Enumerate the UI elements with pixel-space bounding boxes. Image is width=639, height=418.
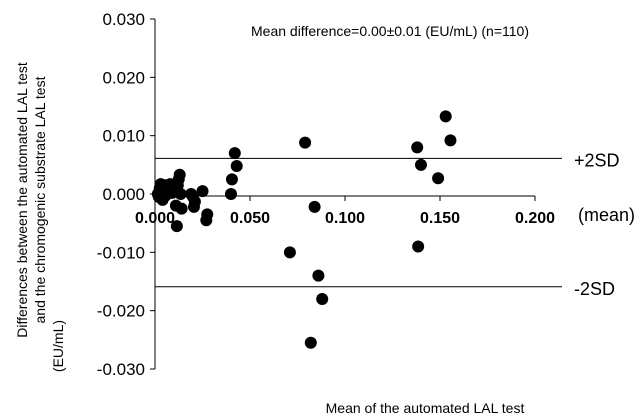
- x-tick-label: 0.050: [230, 210, 270, 227]
- reference-line-label: +2SD: [574, 150, 620, 170]
- data-point: [170, 220, 183, 233]
- data-point: [173, 168, 186, 181]
- y-axis-title: Differences between the automated LAL te…: [14, 62, 66, 372]
- data-points: [151, 110, 457, 349]
- data-point: [411, 141, 424, 154]
- data-point: [316, 293, 329, 305]
- data-point: [412, 240, 425, 253]
- y-tick-label: 0.030: [102, 10, 145, 29]
- data-point: [299, 136, 312, 149]
- data-point: [283, 246, 296, 259]
- data-point: [196, 185, 209, 198]
- mean-difference-annotation: Mean difference=0.00±0.01 (EU/mL) (n=110…: [251, 23, 529, 39]
- data-point: [432, 172, 445, 185]
- reference-line-label: -2SD: [574, 279, 615, 299]
- data-point: [174, 188, 187, 200]
- data-point: [312, 269, 325, 282]
- reference-lines: +2SD -2SD: [155, 150, 620, 299]
- x-tick-label: 0.100: [325, 210, 365, 227]
- axes: 0.030 0.020 0.010 0.000 -0.010 -0.020 -0.030 0.…: [97, 10, 555, 379]
- x-axis-mean-label: (mean): [578, 205, 635, 225]
- data-point: [415, 158, 427, 171]
- y-axis-title-line-1: Differences between the automated LAL te…: [14, 62, 30, 338]
- data-point: [201, 208, 214, 221]
- data-point: [230, 160, 243, 172]
- y-tick-label: 0.020: [102, 68, 145, 87]
- x-tick-label: 0.000: [135, 210, 175, 227]
- y-tick-label: -0.030: [97, 360, 145, 379]
- y-tick-label: 0.000: [102, 185, 145, 204]
- data-point: [444, 134, 457, 147]
- x-axis-title: Mean of the automated LAL test: [326, 400, 525, 416]
- data-point: [225, 188, 237, 200]
- data-point: [308, 200, 321, 213]
- y-tick-label: -0.020: [97, 302, 145, 321]
- data-point: [188, 195, 201, 208]
- data-point: [175, 202, 188, 215]
- data-point: [228, 147, 241, 160]
- y-tick-label: -0.010: [97, 243, 145, 262]
- data-point: [439, 110, 452, 123]
- y-tick-label: 0.010: [102, 127, 145, 146]
- y-axis-title-line-3: (EU/mL): [50, 320, 66, 372]
- data-point: [225, 173, 238, 186]
- x-tick-label: 0.200: [515, 210, 555, 227]
- y-axis-title-line-2: and the chromogenic substrate LAL test: [32, 76, 48, 323]
- data-point: [304, 336, 317, 349]
- x-tick-label: 0.150: [420, 210, 460, 227]
